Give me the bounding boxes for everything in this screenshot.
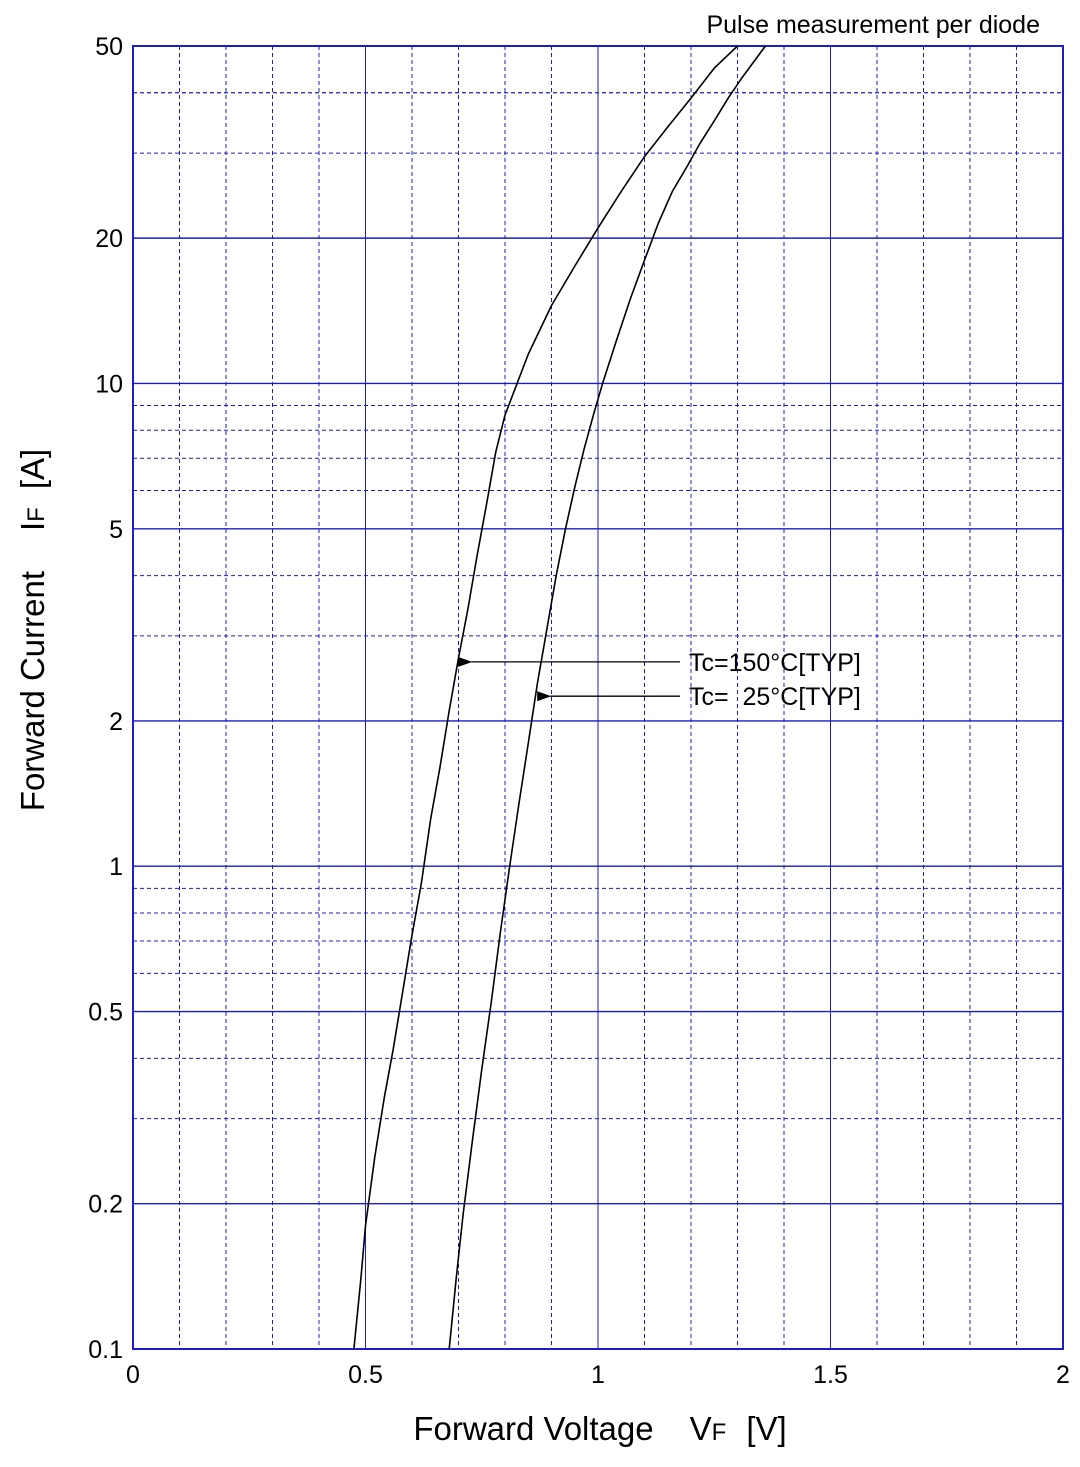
chart-note: Pulse measurement per diode	[706, 11, 1040, 39]
annotation-label-tc-25: Tc= 25°C[TYP]	[689, 683, 861, 711]
y-tick-label: 1	[109, 853, 123, 881]
y-tick-label: 0.5	[88, 999, 123, 1027]
y-tick-label: 0.2	[88, 1191, 123, 1219]
x-tick-label: 2	[1056, 1361, 1070, 1389]
y-tick-label: 10	[95, 370, 123, 398]
x-axis-title: Forward Voltage VF [V]	[413, 1410, 786, 1447]
x-tick-label: 0.5	[348, 1361, 383, 1389]
y-tick-label: 5	[109, 516, 123, 544]
y-tick-label: 20	[95, 225, 123, 253]
grid	[133, 46, 1063, 1349]
y-tick-label: 0.1	[88, 1336, 123, 1364]
plot-frame	[132, 45, 1064, 1350]
y-tick-labels: 0.1 0.2 0.5 1 2 5 10 20 50	[88, 33, 123, 1364]
curve-tc-25	[448, 45, 767, 1350]
x-tick-labels: 0 0.5 1 1.5 2	[126, 1361, 1070, 1389]
x-tick-label: 1	[591, 1361, 605, 1389]
x-tick-label: 1.5	[813, 1361, 848, 1389]
y-tick-label: 50	[95, 33, 123, 61]
x-tick-label: 0	[126, 1361, 140, 1389]
curve-tc-150	[353, 45, 739, 1350]
y-axis-title: Forward CurrentIF[A]	[14, 449, 51, 811]
curves	[353, 45, 767, 1350]
y-tick-label: 2	[109, 708, 123, 736]
annotations: Tc=150°C[TYP] Tc= 25°C[TYP]	[458, 649, 861, 711]
annotation-label-tc-150: Tc=150°C[TYP]	[689, 649, 861, 677]
